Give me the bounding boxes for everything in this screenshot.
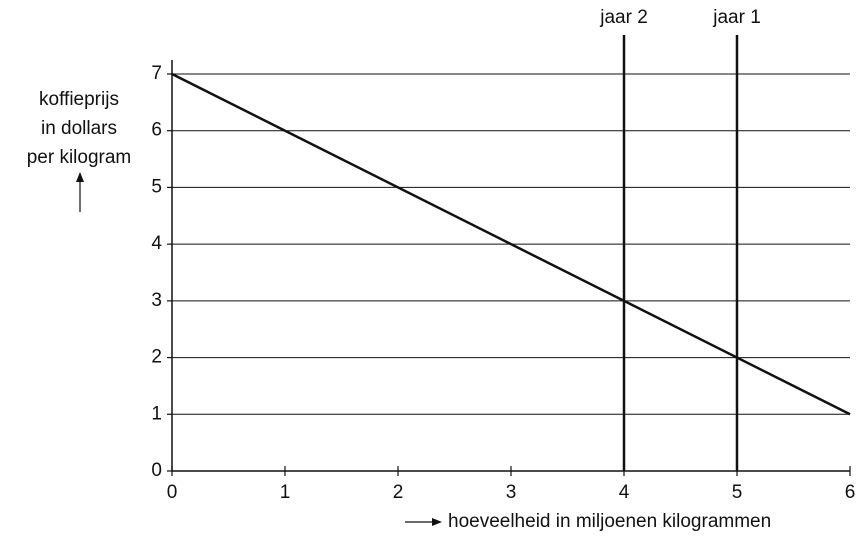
y-tick-label: 7 <box>151 63 162 84</box>
x-tick-label: 4 <box>619 482 630 503</box>
x-tick-label: 5 <box>732 482 743 503</box>
y-tick-label: 6 <box>151 120 162 141</box>
x-arrow-head <box>432 518 442 526</box>
x-tick-label: 3 <box>506 482 517 503</box>
y-tick-label: 1 <box>151 403 162 424</box>
x-tick-label: 6 <box>845 482 856 503</box>
y-axis-label: koffieprijs <box>39 89 119 110</box>
y-axis-label: in dollars <box>41 118 117 139</box>
x-tick-label: 2 <box>393 482 404 503</box>
y-tick-label: 3 <box>151 290 162 311</box>
y-tick-label: 2 <box>151 347 162 368</box>
x-axis-label: hoeveelheid in miljoenen kilogrammen <box>448 511 771 532</box>
y-axis-label: per kilogram <box>27 147 132 168</box>
y-tick-label: 0 <box>151 460 162 481</box>
x-tick-label: 0 <box>167 482 178 503</box>
vertical-line-label: jaar 2 <box>599 7 648 28</box>
y-tick-label: 5 <box>151 176 162 197</box>
line <box>171 72 851 416</box>
y-arrow-head <box>76 172 84 182</box>
vertical-line-label: jaar 1 <box>712 7 761 28</box>
x-tick-label: 1 <box>280 482 291 503</box>
y-tick-label: 4 <box>151 233 162 254</box>
